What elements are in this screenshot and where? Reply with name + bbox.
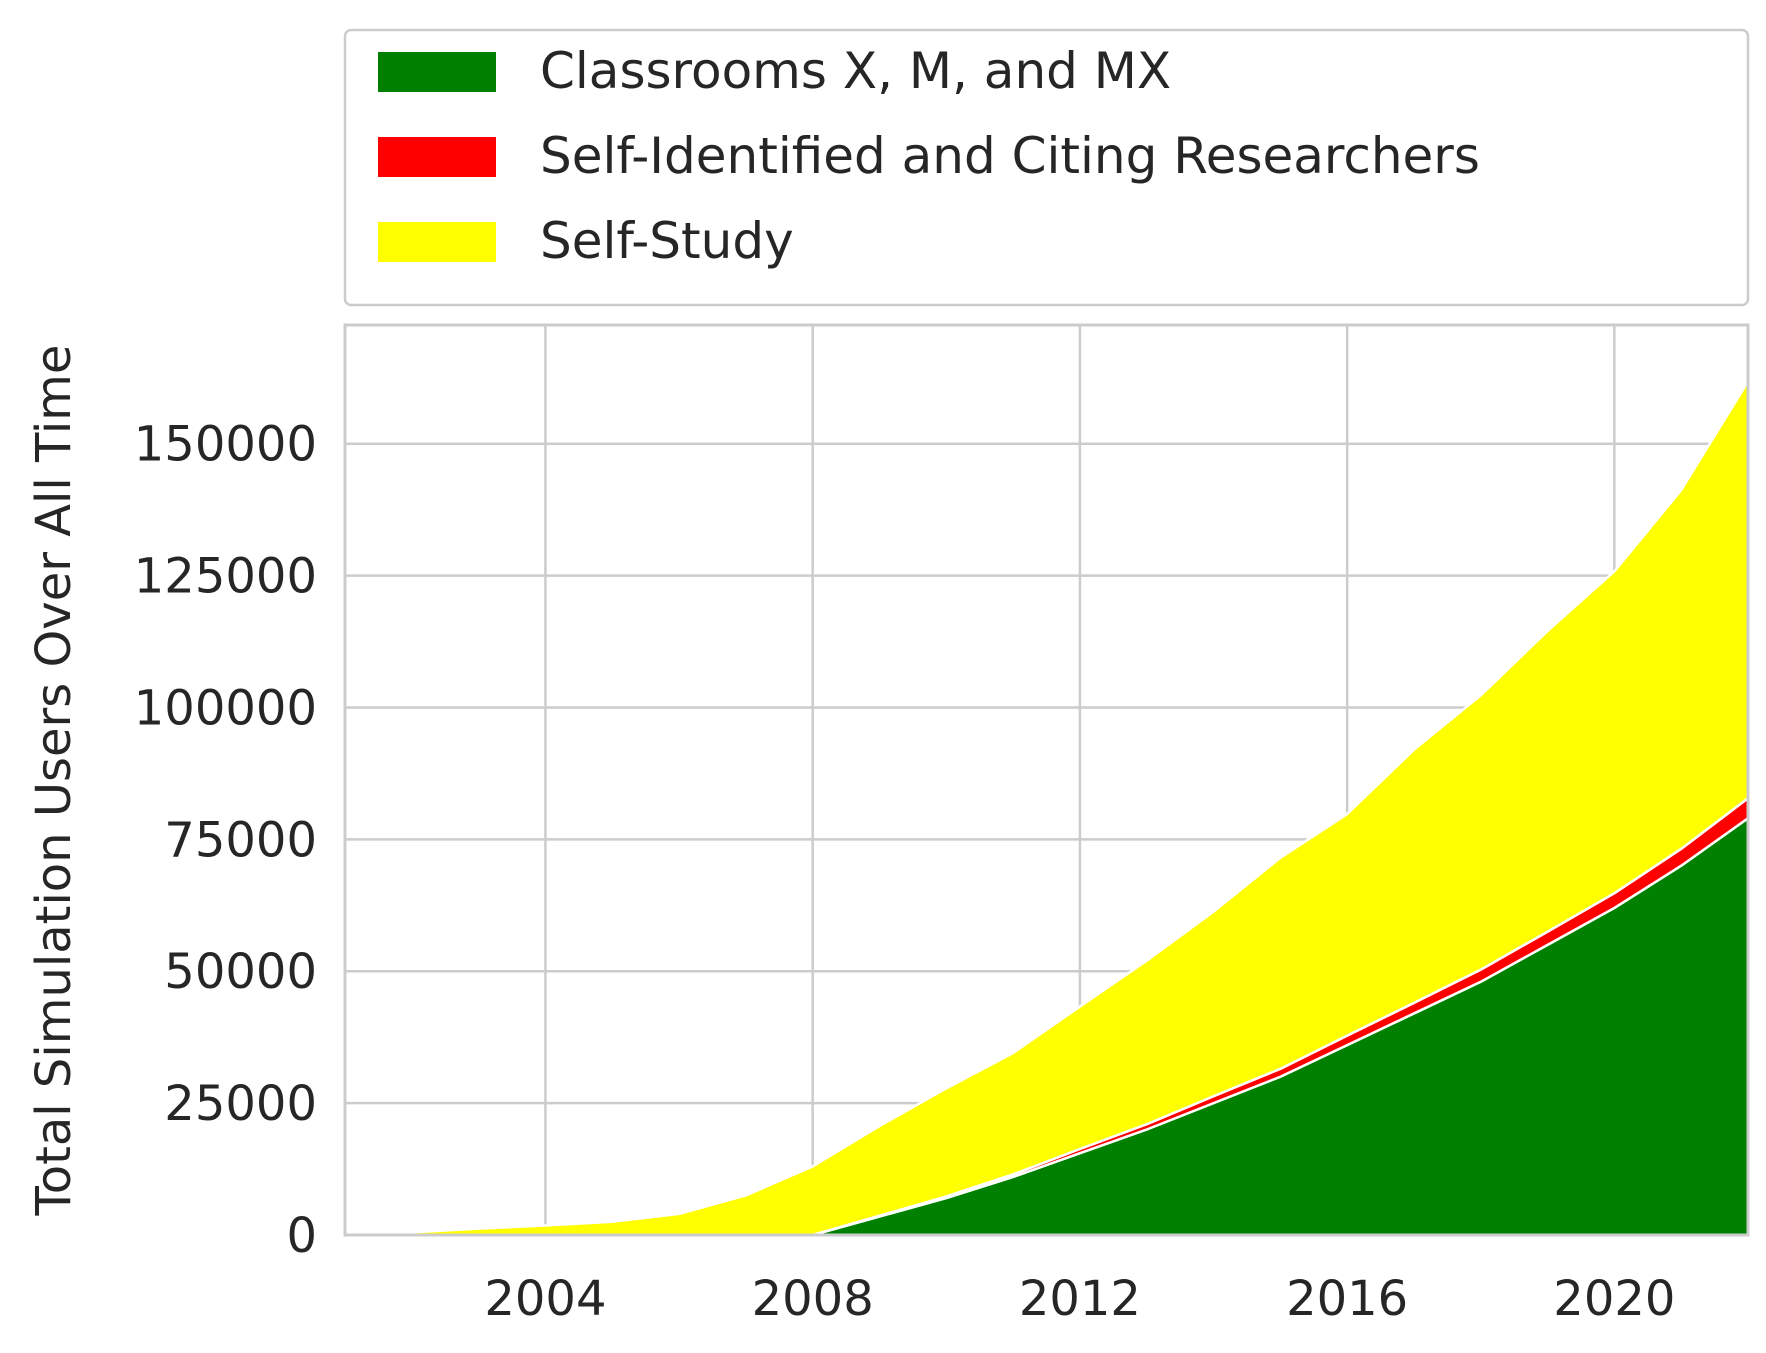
- y-tick-label: 75000: [164, 812, 317, 868]
- y-tick-label: 25000: [164, 1076, 317, 1132]
- x-tick-label: 2020: [1553, 1271, 1675, 1327]
- legend-swatch-1: [378, 52, 496, 92]
- y-tick-label: 100000: [134, 680, 317, 736]
- plot-area: [343, 323, 1750, 1237]
- legend-items: Classrooms X, M, and MX Self-Identified a…: [378, 42, 1480, 270]
- y-tick-label: 125000: [134, 549, 317, 605]
- plot-frame: [343, 323, 1750, 1237]
- y-tick-label: 150000: [134, 417, 317, 473]
- x-tick-label: 2016: [1286, 1271, 1408, 1327]
- legend-label-1: Classrooms X, M, and MX: [540, 42, 1171, 100]
- y-tick-label: 0: [286, 1208, 317, 1264]
- legend-label-2: Self-Identified and Citing Researchers: [540, 127, 1480, 185]
- x-axis-ticks: 2004 2008 2012 2016 2020: [484, 1271, 1675, 1327]
- legend-frame: [343, 28, 1750, 307]
- y-tick-label: 50000: [164, 944, 317, 1000]
- x-tick-label: 2008: [752, 1271, 874, 1327]
- legend-swatch-3: [378, 222, 496, 262]
- x-tick-label: 2012: [1019, 1271, 1141, 1327]
- legend-label-3: Self-Study: [540, 212, 794, 270]
- legend: Classrooms X, M, and MX Self-Identified a…: [343, 28, 1750, 307]
- y-axis-label: Total Simulation Users Over All Time: [26, 345, 82, 1217]
- legend-swatch-2: [378, 137, 496, 177]
- x-tick-label: 2004: [484, 1271, 606, 1327]
- y-axis-ticks: 0 25000 50000 75000 100000 125000 150000: [134, 417, 317, 1264]
